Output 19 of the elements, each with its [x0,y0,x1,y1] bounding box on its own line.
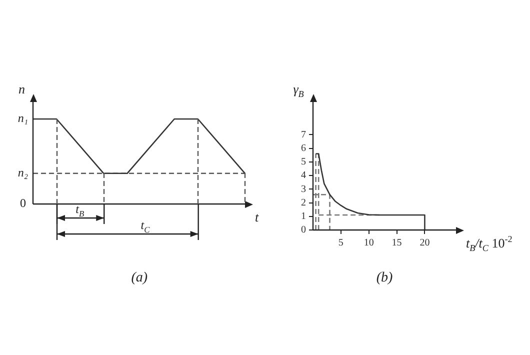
text: n₁ [18,111,28,126]
x-tick-label: 10 [364,238,374,249]
y-tick-label: 6 [301,142,306,154]
y-tick-label: 4 [301,170,306,182]
x-tick-label: 20 [420,238,430,249]
y-axis-title: n [18,81,25,96]
ref-line-label: n₂ [18,166,28,180]
text: (a) [131,270,148,286]
text: (b) [376,270,393,286]
x-tick-label: 5 [338,238,344,249]
y-tick-label: 1 [301,211,306,222]
x-tick-label: 15 [392,238,402,249]
y-tick-label: 7 [301,129,306,140]
y-tick-label: 5 [301,156,306,168]
x-axis-title: t [255,209,259,224]
y-tick-label: 0 [301,224,306,236]
y-tick-label: 3 [301,184,306,195]
y-tick-label: 2 [301,197,306,208]
text: 0 [20,196,26,210]
